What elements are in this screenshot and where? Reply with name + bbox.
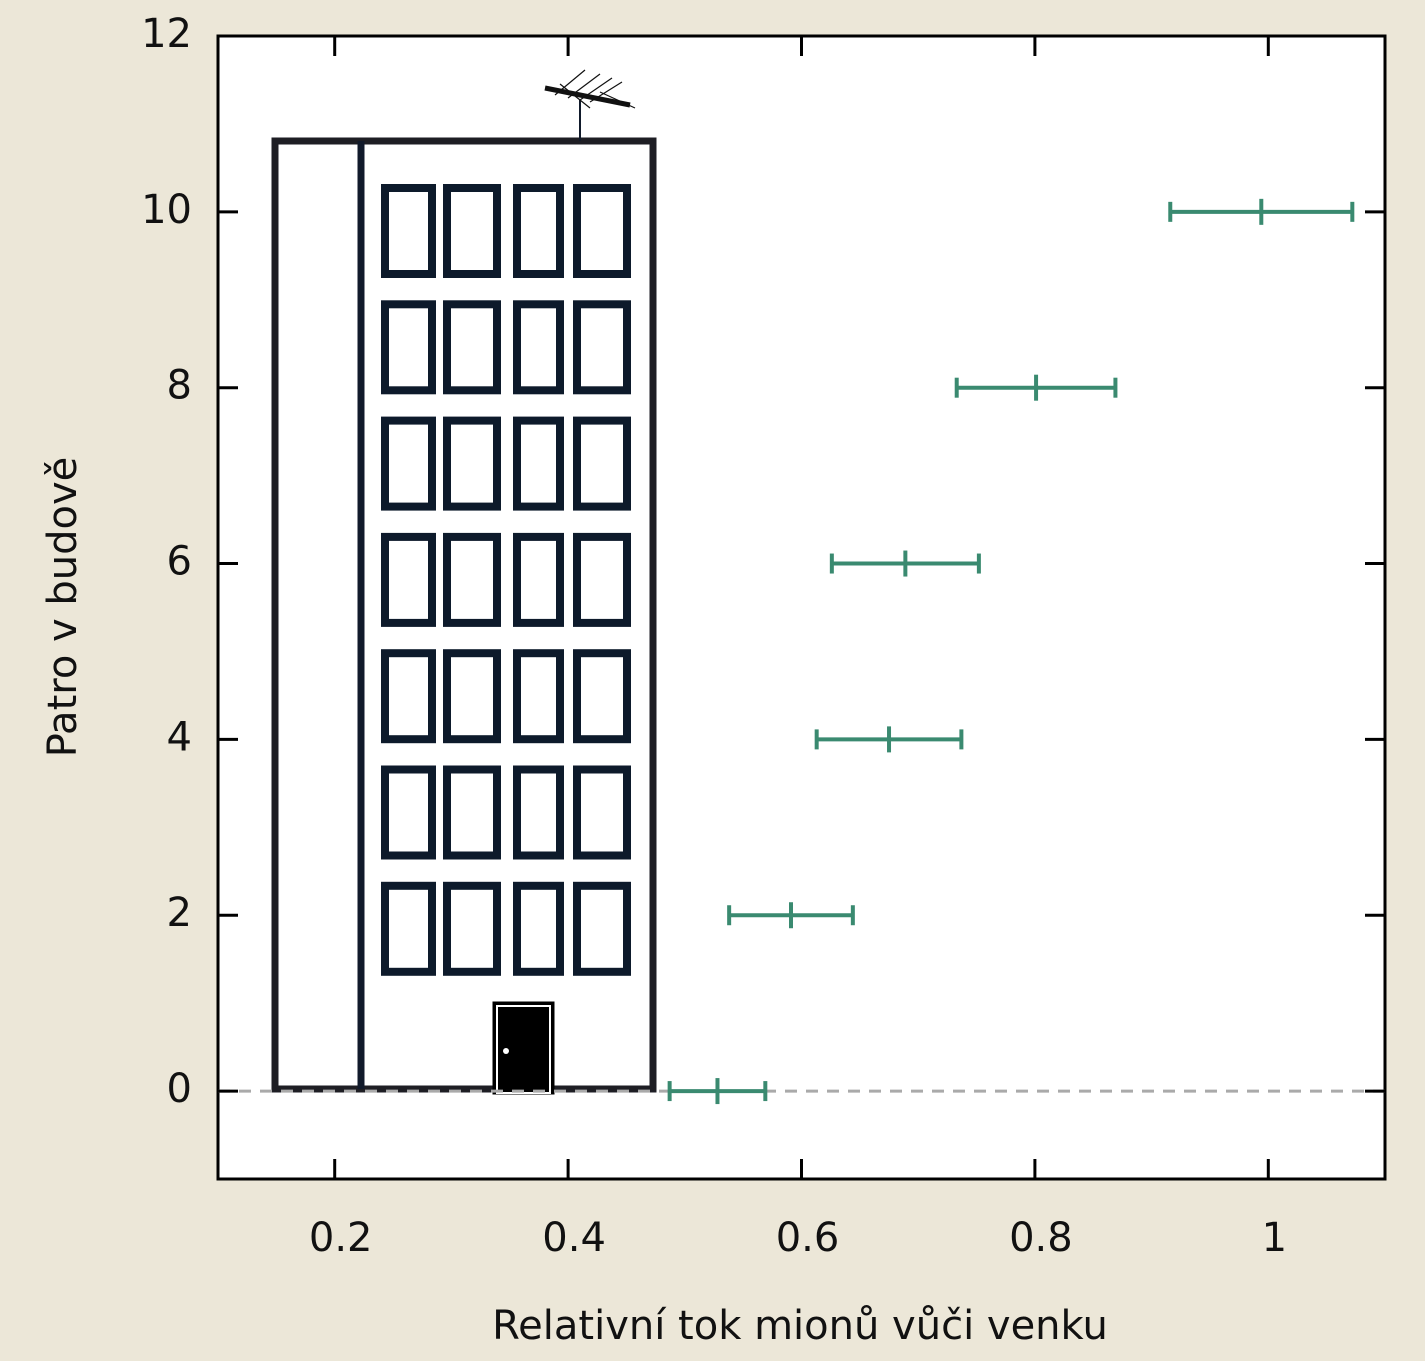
window: [443, 765, 501, 860]
window: [381, 184, 436, 278]
window: [381, 532, 436, 627]
window: [381, 765, 436, 860]
x-tick-label: 0.2: [309, 1215, 373, 1261]
x-axis-label: Relativní tok mionů vůči venku: [492, 1303, 1108, 1349]
window: [443, 532, 501, 627]
window: [513, 416, 564, 511]
window: [443, 416, 501, 511]
x-tick-label: 1: [1262, 1215, 1287, 1261]
window: [513, 765, 564, 860]
y-tick-label: 2: [167, 890, 192, 936]
y-tick-label: 8: [167, 363, 192, 409]
window: [443, 300, 501, 395]
y-tick-label: 10: [141, 187, 192, 233]
plot-area: [218, 36, 1385, 1179]
window: [513, 649, 564, 744]
window: [513, 532, 564, 627]
window: [381, 649, 436, 744]
window: [573, 649, 631, 744]
window: [381, 416, 436, 511]
y-tick-label: 0: [167, 1066, 192, 1112]
window: [443, 184, 501, 278]
window: [513, 881, 564, 976]
window: [513, 300, 564, 395]
building-illustration: [271, 69, 657, 1095]
window: [573, 416, 631, 511]
x-tick-label: 0.4: [542, 1215, 606, 1261]
window: [573, 881, 631, 976]
x-tick-label: 0.8: [1009, 1215, 1073, 1261]
window: [573, 300, 631, 395]
window: [443, 649, 501, 744]
y-axis-label: Patro v budově: [40, 457, 86, 758]
window: [381, 300, 436, 395]
window: [573, 532, 631, 627]
window: [573, 184, 631, 278]
y-tick-label: 4: [167, 714, 192, 760]
window: [573, 765, 631, 860]
window: [443, 881, 501, 976]
x-tick-label: 0.6: [776, 1215, 840, 1261]
window: [513, 184, 564, 278]
y-tick-label: 12: [141, 11, 192, 57]
y-tick-label: 6: [167, 539, 192, 585]
window: [381, 881, 436, 976]
